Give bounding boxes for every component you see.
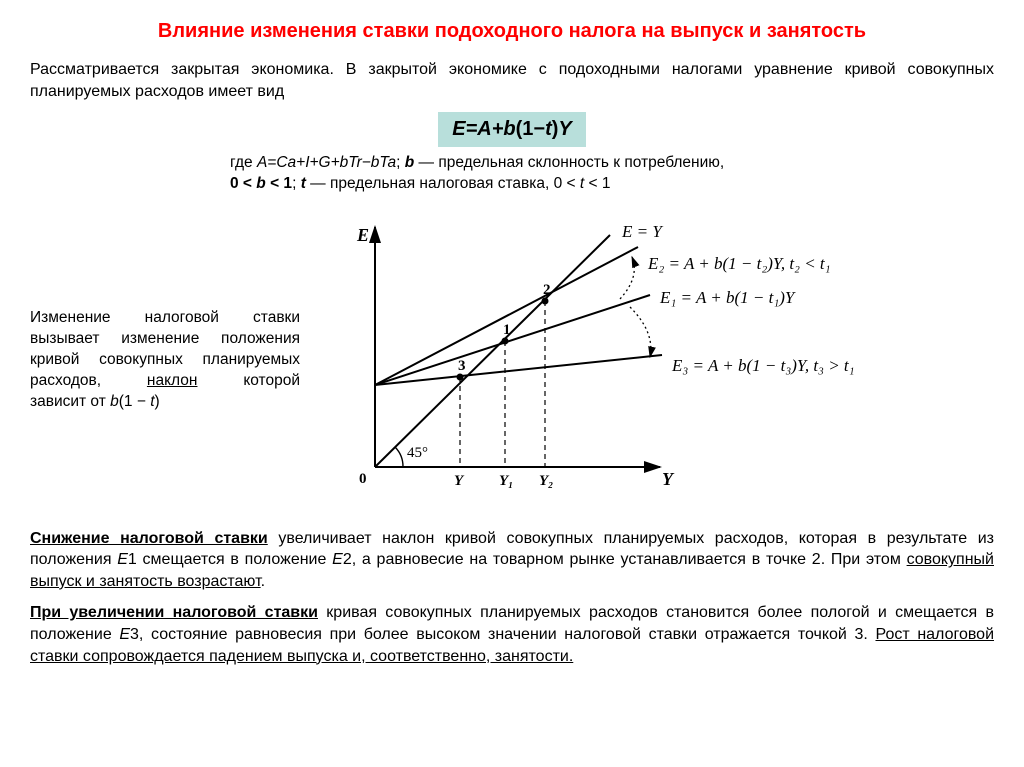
side-note: Изменение налоговой ставки вызывает изме… [30, 308, 300, 413]
svg-text:Y: Y [662, 469, 675, 489]
page-title: Влияние изменения ставки подоходного нал… [30, 18, 994, 45]
svg-text:Y₂: Y₂ [539, 473, 553, 489]
svg-text:E₃ = A + b(1 − t₃)Y, t₃ > t₁: E₃ = A + b(1 − t₃)Y, t₃ > t₁ [671, 356, 855, 375]
svg-text:E = Y: E = Y [621, 222, 663, 241]
svg-text:3: 3 [458, 358, 466, 374]
intro-text: Рассматривается закрытая экономика. В за… [30, 59, 994, 102]
svg-text:Y: Y [454, 473, 465, 489]
mid-row: Изменение налоговой ставки вызывает изме… [30, 207, 994, 514]
svg-text:45°: 45° [407, 445, 428, 461]
svg-text:0: 0 [359, 471, 367, 487]
svg-text:2: 2 [543, 282, 551, 298]
chart-svg: E Y 0 45° E = Y E₂ = A + b(1 − t₂)Y, t₂ < t₁ E… [320, 207, 860, 507]
paragraph-increase: При увеличении налоговой ставки кривая с… [30, 602, 994, 667]
definitions: где A=Ca+I+G+bTr−bTa; b — предельная скл… [230, 153, 994, 195]
formula-row: E=A+b(1−t)Y [30, 112, 994, 147]
svg-text:Y₁: Y₁ [499, 473, 513, 489]
svg-text:E₁ = A + b(1 − t₁)Y: E₁ = A + b(1 − t₁)Y [659, 288, 796, 307]
main-formula: E=A+b(1−t)Y [438, 112, 586, 147]
paragraph-decrease: Снижение налоговой ставки увеличивает на… [30, 528, 994, 593]
chart-container: E Y 0 45° E = Y E₂ = A + b(1 − t₂)Y, t₂ < t₁ E… [320, 207, 994, 514]
svg-text:E₂ = A + b(1 − t₂)Y, t₂ < t₁: E₂ = A + b(1 − t₂)Y, t₂ < t₁ [647, 254, 831, 273]
svg-text:1: 1 [503, 322, 511, 338]
svg-text:E: E [356, 225, 369, 245]
